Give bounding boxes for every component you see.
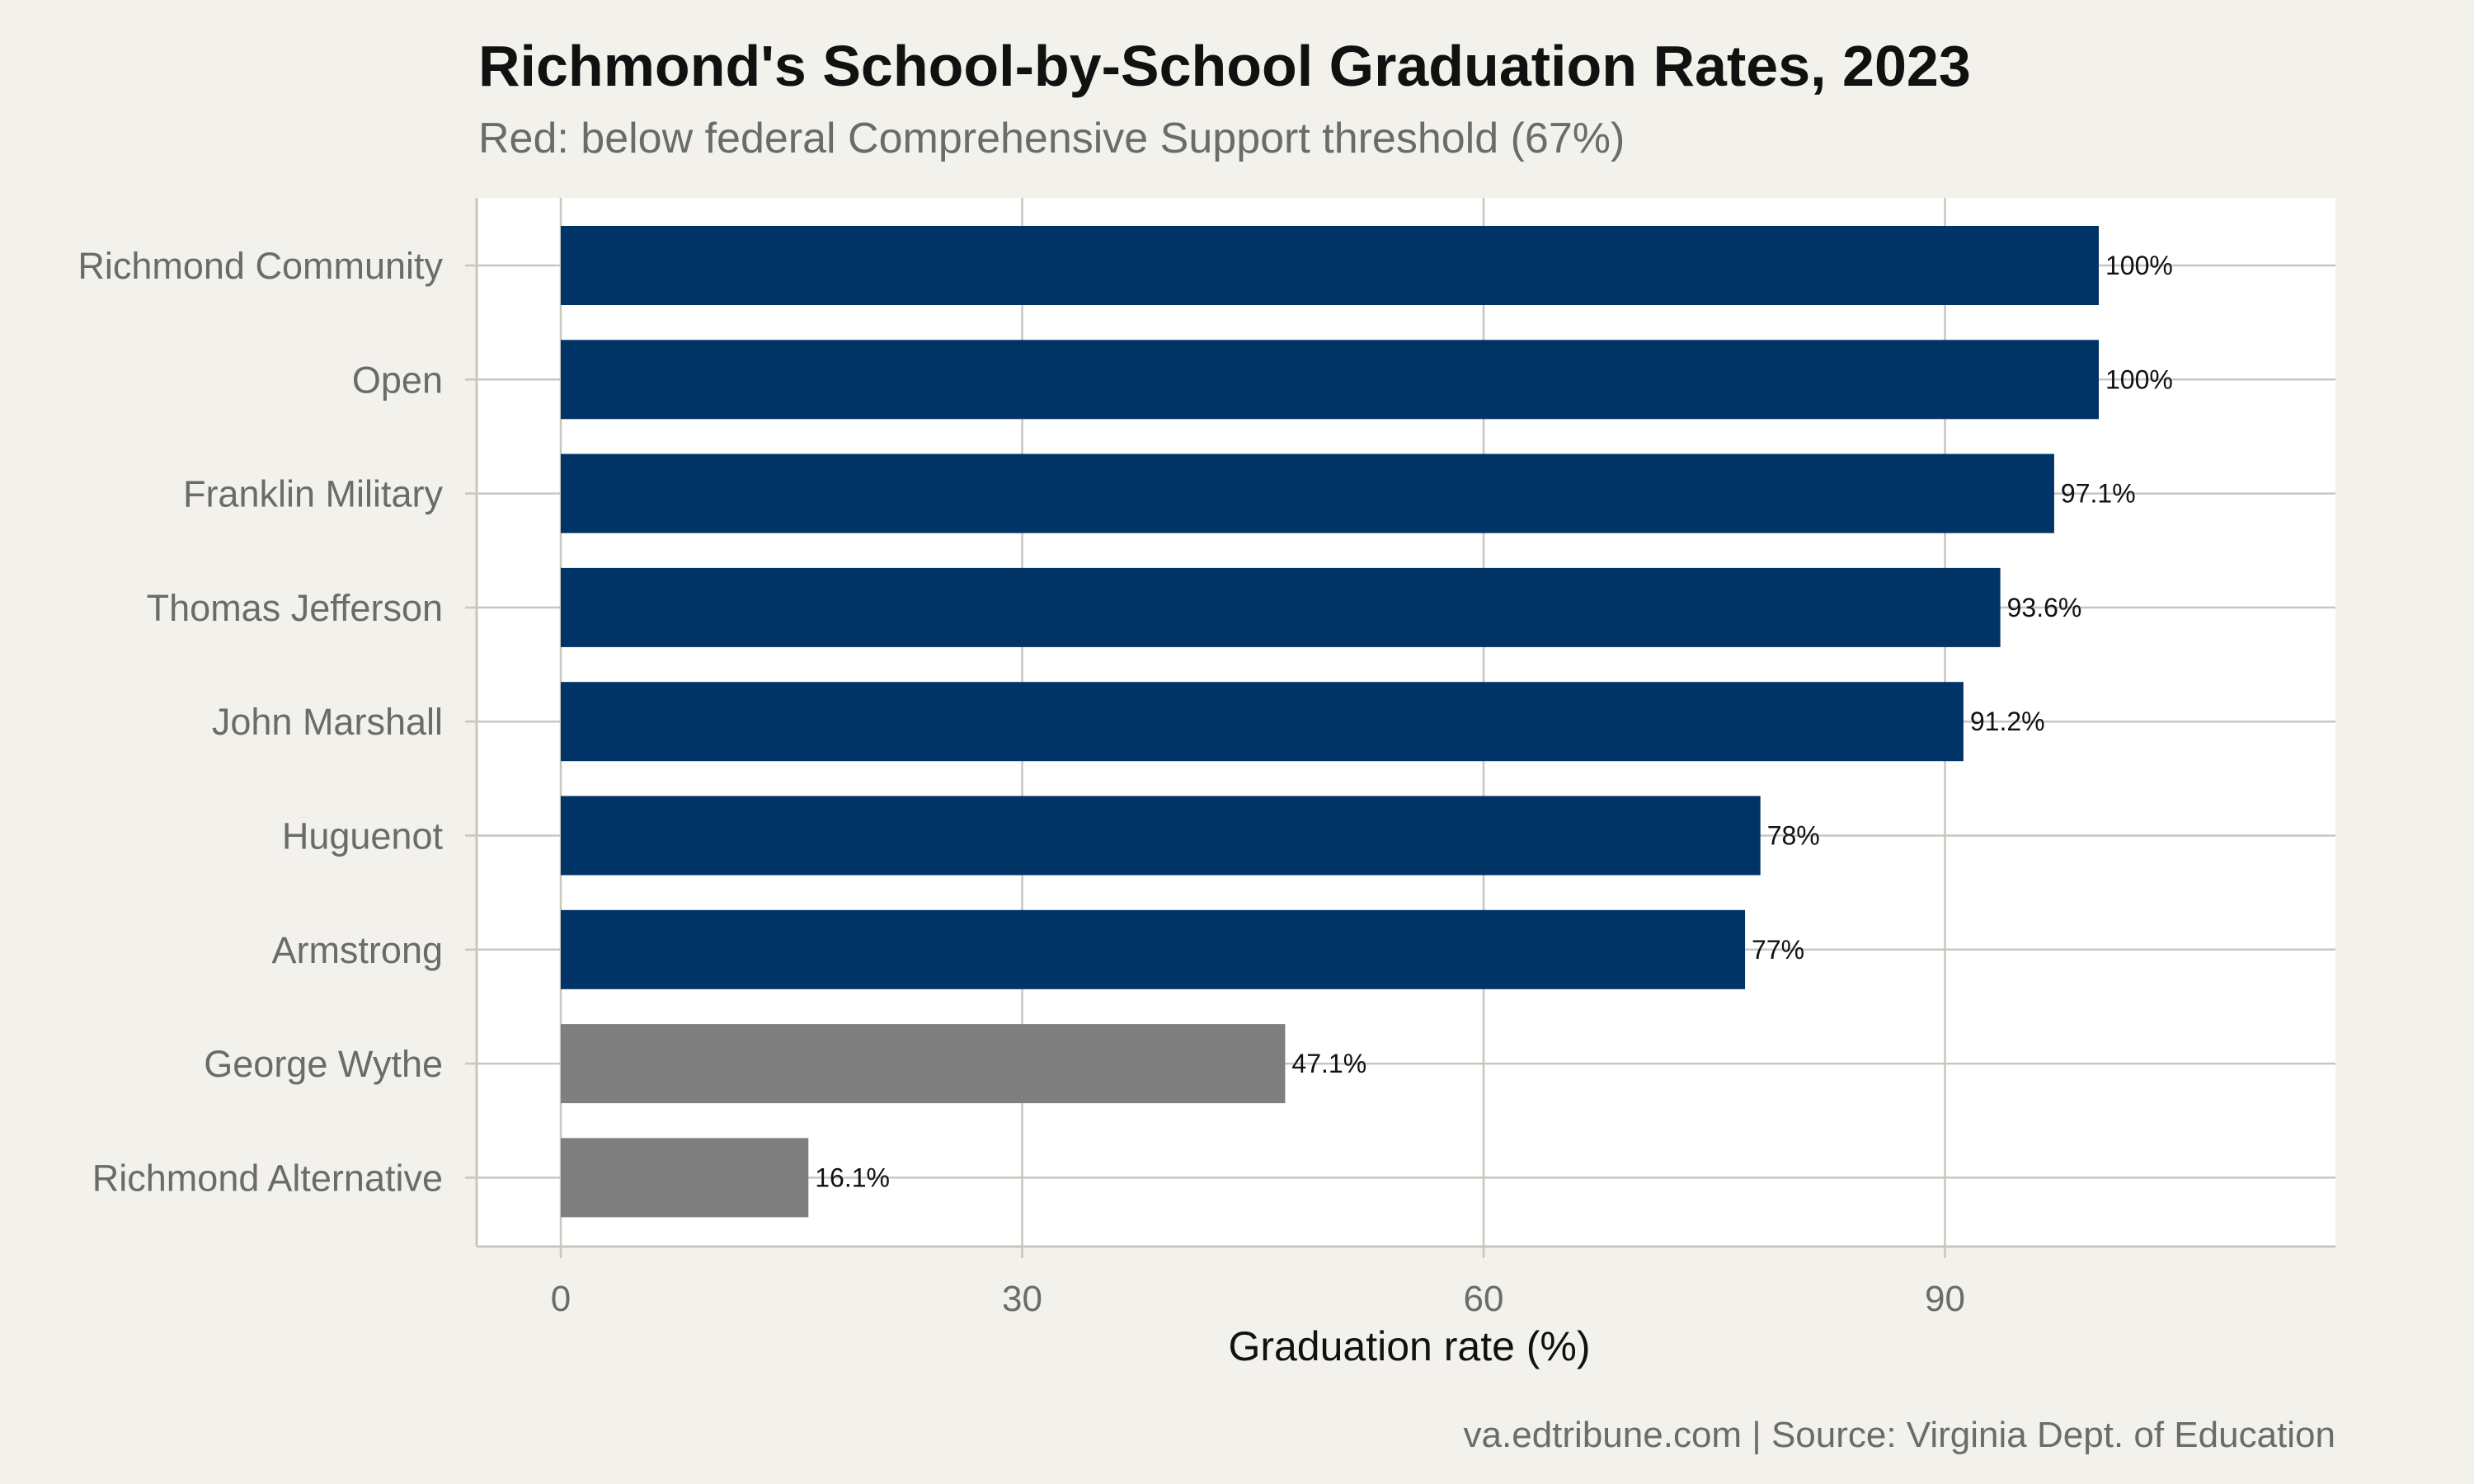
bar[interactable] — [561, 340, 2099, 420]
bar[interactable] — [561, 1024, 1286, 1104]
y-category-label: Richmond Alternative — [92, 1157, 443, 1199]
bar[interactable] — [561, 682, 1964, 762]
bar[interactable] — [561, 909, 1746, 989]
bar-value-label: 78% — [1767, 821, 1820, 851]
x-tick-label: 90 — [1925, 1279, 1965, 1319]
bar-value-label: 47.1% — [1291, 1049, 1366, 1078]
y-category-label: Huguenot — [282, 815, 444, 857]
y-category-label: Thomas Jefferson — [147, 587, 443, 629]
y-category-label: George Wythe — [204, 1043, 443, 1085]
x-tick-label: 0 — [551, 1279, 571, 1319]
bar-value-label: 93.6% — [2007, 593, 2082, 622]
y-category-label: John Marshall — [212, 701, 443, 743]
chart-caption: va.edtribune.com | Source: Virginia Dept… — [1463, 1415, 2335, 1455]
x-tick-label: 30 — [1002, 1279, 1042, 1319]
bar[interactable] — [561, 567, 2001, 647]
chart-subtitle: Red: below federal Comprehensive Support… — [478, 115, 1625, 162]
chart-title: Richmond's School-by-School Graduation R… — [478, 34, 1971, 98]
bar-value-label: 91.2% — [1970, 707, 2045, 736]
bar-value-label: 16.1% — [815, 1162, 890, 1192]
bar-value-label: 77% — [1752, 935, 1804, 965]
y-category-label: Richmond Community — [78, 245, 443, 287]
y-category-label: Franklin Military — [183, 473, 444, 515]
bar[interactable] — [561, 796, 1761, 876]
x-axis-title: Graduation rate (%) — [1228, 1323, 1590, 1369]
y-category-label: Open — [352, 359, 443, 401]
bar-value-label: 100% — [2105, 251, 2173, 280]
bar[interactable] — [561, 1138, 809, 1218]
bar-value-label: 100% — [2105, 364, 2173, 394]
y-category-label: Armstrong — [271, 929, 443, 971]
bar[interactable] — [561, 453, 2054, 533]
x-tick-label: 60 — [1464, 1279, 1504, 1319]
bar[interactable] — [561, 226, 2099, 305]
bar-value-label: 97.1% — [2061, 479, 2136, 509]
